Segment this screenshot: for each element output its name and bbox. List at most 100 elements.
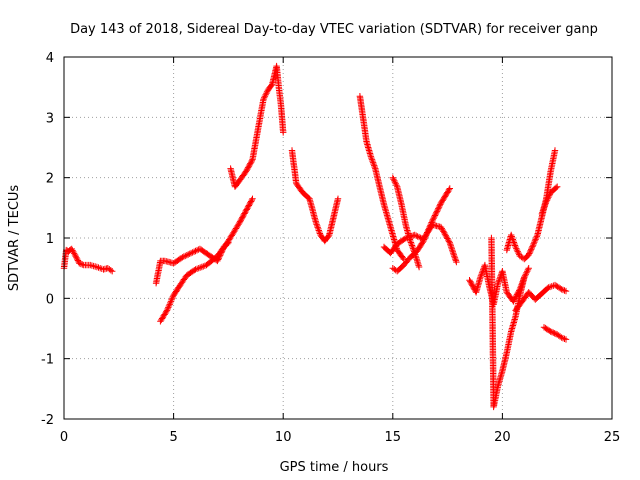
data-point bbox=[559, 335, 567, 342]
data-point bbox=[248, 196, 255, 204]
series-sat-a bbox=[60, 245, 116, 275]
data-point bbox=[370, 160, 377, 168]
data-point bbox=[423, 230, 430, 238]
data-point bbox=[524, 268, 531, 275]
data-point bbox=[399, 254, 406, 261]
data-point bbox=[183, 252, 190, 259]
data-point bbox=[523, 269, 530, 276]
x-tick-label: 10 bbox=[275, 430, 292, 445]
data-point bbox=[236, 219, 243, 227]
data-point bbox=[514, 248, 521, 255]
data-point bbox=[161, 311, 168, 318]
data-point bbox=[526, 250, 533, 257]
data-point bbox=[432, 210, 439, 218]
data-point bbox=[261, 94, 268, 101]
data-point bbox=[525, 251, 532, 259]
data-point bbox=[192, 266, 199, 273]
data-point bbox=[163, 307, 171, 314]
data-point bbox=[97, 265, 104, 272]
data-point bbox=[540, 204, 548, 211]
series-sat-n bbox=[538, 183, 561, 218]
data-point bbox=[235, 221, 242, 228]
x-tick-label: 25 bbox=[604, 430, 621, 445]
data-point bbox=[179, 254, 186, 261]
data-point bbox=[419, 239, 426, 246]
data-point bbox=[436, 202, 443, 209]
data-point bbox=[415, 262, 422, 269]
data-point bbox=[169, 293, 177, 300]
data-point bbox=[164, 305, 171, 313]
y-tick-label: -2 bbox=[41, 413, 54, 428]
data-point bbox=[421, 235, 428, 242]
data-point bbox=[230, 229, 237, 236]
x-axis-label: GPS time / hours bbox=[280, 460, 389, 475]
data-point bbox=[440, 195, 447, 203]
data-point bbox=[531, 239, 538, 246]
data-point bbox=[495, 278, 502, 285]
data-point bbox=[439, 197, 446, 204]
data-point bbox=[467, 279, 475, 287]
data-point bbox=[72, 253, 79, 260]
series-sat-k bbox=[488, 234, 532, 411]
x-tick-label: 20 bbox=[494, 430, 511, 445]
data-point bbox=[414, 233, 421, 240]
data-point bbox=[169, 295, 176, 302]
data-point bbox=[262, 91, 269, 98]
data-point bbox=[437, 201, 444, 208]
data-point bbox=[446, 185, 453, 192]
data-point bbox=[243, 167, 250, 174]
data-point bbox=[401, 235, 408, 243]
data-point bbox=[73, 254, 80, 261]
data-point bbox=[365, 147, 373, 154]
data-point bbox=[532, 236, 539, 243]
data-point bbox=[467, 278, 474, 285]
data-point bbox=[543, 197, 551, 204]
data-point bbox=[551, 147, 559, 154]
data-point bbox=[88, 262, 96, 269]
series-sat-e bbox=[288, 147, 342, 245]
data-point bbox=[247, 160, 254, 167]
data-point bbox=[411, 231, 418, 239]
data-point bbox=[186, 250, 193, 257]
series-sat-d bbox=[227, 62, 287, 190]
data-point bbox=[561, 287, 568, 294]
data-point bbox=[438, 225, 445, 232]
data-point bbox=[453, 258, 460, 266]
data-point bbox=[198, 263, 205, 271]
data-point bbox=[515, 249, 522, 257]
data-point bbox=[391, 177, 398, 184]
data-point bbox=[244, 165, 251, 173]
data-point bbox=[445, 186, 453, 193]
data-point bbox=[431, 212, 439, 219]
data-point bbox=[521, 272, 529, 279]
data-point bbox=[547, 328, 554, 335]
data-point bbox=[558, 286, 565, 293]
data-point bbox=[444, 189, 451, 196]
data-point bbox=[77, 260, 84, 268]
data-point bbox=[109, 268, 116, 275]
data-point bbox=[409, 243, 416, 251]
y-tick-label: 3 bbox=[46, 111, 54, 126]
data-point bbox=[429, 217, 436, 225]
data-point bbox=[442, 232, 449, 239]
data-point bbox=[369, 157, 376, 165]
data-point bbox=[513, 245, 520, 252]
data-point bbox=[440, 228, 447, 235]
data-point bbox=[87, 261, 94, 269]
data-point bbox=[545, 194, 552, 201]
data-point bbox=[546, 192, 553, 199]
data-point bbox=[524, 266, 532, 273]
data-point bbox=[369, 159, 377, 166]
data-point bbox=[562, 287, 570, 295]
data-point bbox=[392, 180, 399, 187]
x-tick-label: 0 bbox=[60, 430, 68, 445]
data-point bbox=[414, 259, 421, 266]
data-point bbox=[166, 301, 173, 308]
data-point bbox=[427, 220, 435, 228]
y-tick-label: -1 bbox=[41, 353, 54, 368]
data-point bbox=[439, 226, 446, 234]
data-point bbox=[420, 236, 428, 243]
data-point bbox=[313, 221, 320, 228]
data-point bbox=[93, 263, 101, 271]
